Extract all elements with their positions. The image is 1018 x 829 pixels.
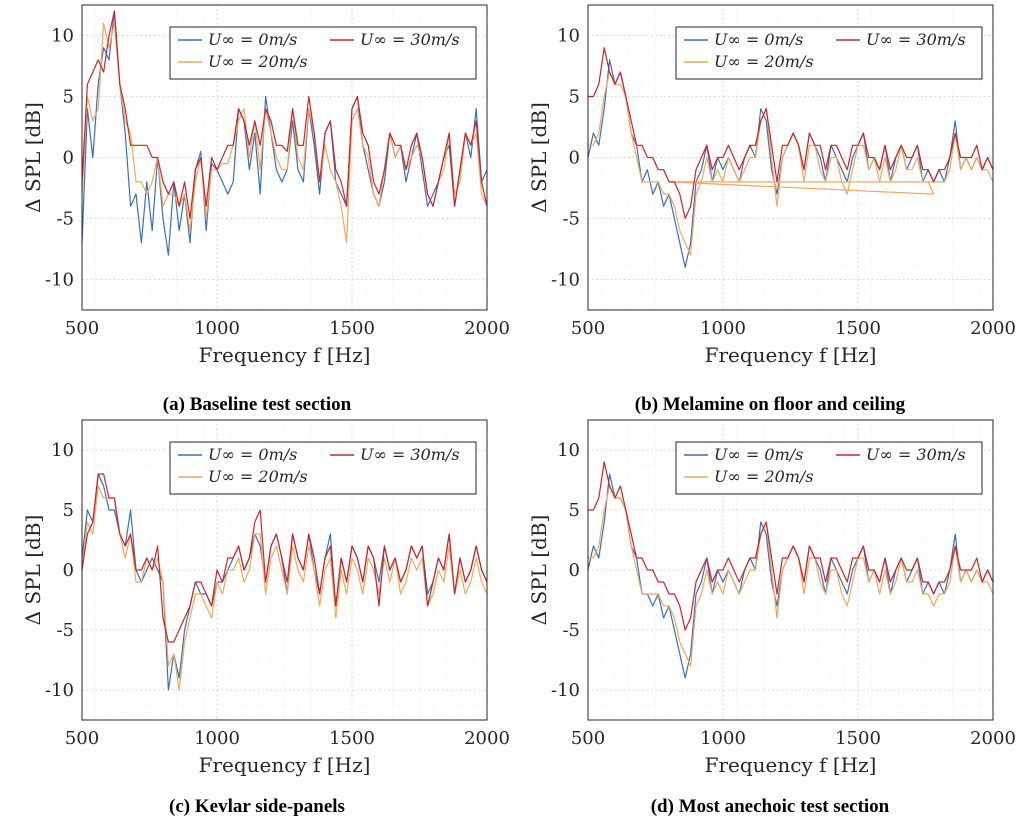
x-tick-label: 1000 [194,318,240,339]
x-axis-label: Frequency f [Hz] [199,753,371,777]
y-tick-label: 0 [63,148,74,169]
y-tick-label: 10 [51,26,74,47]
panel-caption: (a) Baseline test section [163,394,352,415]
x-tick-label: 1500 [329,728,375,749]
x-tick-label: 1000 [700,728,746,749]
y-tick-label: 10 [557,26,580,47]
x-tick-label: 2000 [464,728,510,749]
x-tick-label: 2000 [970,728,1016,749]
x-tick-label: 500 [65,318,99,339]
series-line-1 [587,59,994,268]
legend: U∞ = 0m/s U∞ = 30m/s U∞ = 20m/s [675,441,983,495]
series-line-2 [81,22,488,244]
legend: U∞ = 0m/s U∞ = 30m/s U∞ = 20m/s [169,26,477,80]
legend-entry: U∞ = 30m/s [360,445,460,464]
y-tick-label: 10 [557,440,580,461]
legend-box [675,26,983,80]
legend-entry: U∞ = 0m/s [208,445,297,464]
x-tick-label: 1500 [835,728,881,749]
x-tick-label: 1500 [835,318,881,339]
legend-entry: U∞ = 20m/s [714,467,814,486]
x-tick-label: 1000 [700,318,746,339]
y-tick-label: 0 [569,148,580,169]
y-tick-label: -5 [56,620,74,641]
series-line-2 [588,71,994,256]
series-line-3 [81,10,488,220]
legend-entry: U∞ = 0m/s [714,445,803,464]
plot-frame [81,419,488,721]
legend: U∞ = 0m/s U∞ = 30m/s U∞ = 20m/s [169,441,477,495]
y-tick-label: 10 [51,440,74,461]
x-tick-label: 500 [65,728,99,749]
legend-entry: U∞ = 0m/s [208,30,297,49]
legend-entry: U∞ = 0m/s [714,30,803,49]
legend-entry: U∞ = 30m/s [360,30,460,49]
legend-entry: U∞ = 20m/s [208,467,308,486]
x-axis-label: Frequency f [Hz] [199,343,371,367]
x-tick-label: 1500 [329,318,375,339]
chart-panel-2: 500 1000 1500 2000 -10 -5 0 5 10 Frequency f [Hz]… [527,4,1016,415]
x-axis-label: Frequency f [Hz] [705,753,877,777]
chart-panel-3: 500 1000 1500 2000 -10 -5 0 5 10 Frequency f [Hz]… [21,419,510,817]
series-line-3 [588,47,994,220]
panel-caption: (b) Melamine on floor and ceiling [635,394,906,415]
legend-entry: U∞ = 30m/s [866,445,966,464]
panel-caption: (d) Most anechoic test section [651,796,890,817]
plot-frame [81,4,488,311]
y-tick-label: 5 [569,87,580,108]
y-axis-label: Δ SPL [dB] [21,515,45,626]
y-tick-label: -10 [551,270,580,291]
y-tick-label: -10 [551,680,580,701]
plot-frame [587,4,994,311]
chart-panel-1: 500 1000 1500 2000 -10 -5 0 5 10 Frequency f [Hz]… [21,4,510,415]
y-tick-label: 5 [63,500,74,521]
x-tick-label: 2000 [464,318,510,339]
y-tick-label: 0 [63,560,74,581]
y-tick-label: -5 [562,620,580,641]
x-tick-label: 2000 [970,318,1016,339]
legend-box [169,26,477,80]
y-tick-label: -5 [56,209,74,230]
series-line-3 [588,461,994,631]
plot-frame [587,419,994,721]
x-tick-label: 500 [571,728,605,749]
series-line-3 [81,473,488,643]
y-axis-label: Δ SPL [dB] [21,102,45,213]
x-tick-label: 500 [571,318,605,339]
y-tick-label: 5 [569,500,580,521]
panel-caption: (c) Kevlar side-panels [169,796,345,817]
y-tick-label: -10 [45,680,74,701]
legend-box [169,441,477,495]
x-tick-label: 1000 [194,728,240,749]
y-tick-label: -10 [45,270,74,291]
y-tick-label: -5 [562,209,580,230]
legend-box [675,441,983,495]
y-axis-label: Δ SPL [dB] [527,515,551,626]
legend-entry: U∞ = 20m/s [714,52,814,71]
x-axis-label: Frequency f [Hz] [705,343,877,367]
legend-entry: U∞ = 20m/s [208,52,308,71]
y-tick-label: 5 [63,87,74,108]
y-tick-label: 0 [569,560,580,581]
y-axis-label: Δ SPL [dB] [527,102,551,213]
legend: U∞ = 0m/s U∞ = 30m/s U∞ = 20m/s [675,26,983,80]
chart-panel-4: 500 1000 1500 2000 -10 -5 0 5 10 Frequency f [Hz]… [527,419,1016,817]
legend-entry: U∞ = 30m/s [866,30,966,49]
